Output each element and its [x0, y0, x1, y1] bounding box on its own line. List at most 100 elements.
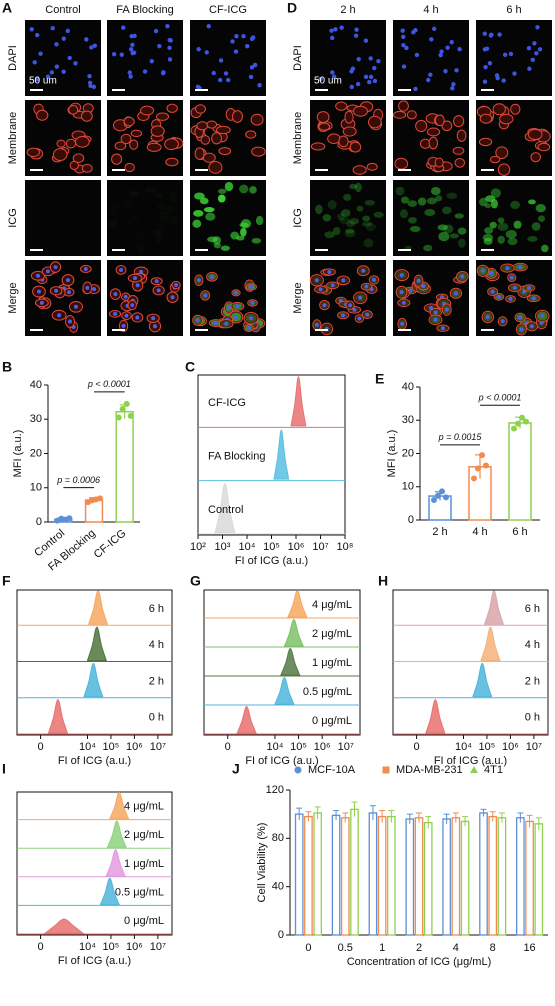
panel-letter: B [2, 359, 12, 375]
icg-signal [426, 197, 438, 205]
series-label: FA Blocking [208, 451, 265, 463]
cell-membrane [454, 157, 466, 168]
nucleus [226, 77, 231, 83]
icg-signal [513, 220, 522, 229]
nucleus [372, 65, 377, 71]
y-axis-label: MFI (a.u.) [386, 430, 398, 478]
series-label: 0 h [525, 712, 540, 724]
nucleus [449, 40, 454, 45]
nucleus [356, 57, 361, 62]
nucleus [252, 62, 258, 68]
column-label: 6 h [506, 4, 521, 16]
nucleus [333, 27, 338, 32]
icg-signal [446, 192, 458, 199]
icg-signal [442, 206, 452, 215]
nucleus [204, 50, 209, 55]
nucleus [318, 287, 323, 292]
nucleus [454, 68, 459, 73]
icg-signal [224, 181, 234, 192]
nucleus [460, 274, 465, 279]
x-tick-label: 10⁷ [150, 941, 166, 953]
nucleus [249, 65, 255, 70]
y-tick-label: 40 [402, 381, 414, 393]
bar [451, 817, 461, 936]
icg-signal [332, 227, 341, 236]
series-label: 2 h [149, 675, 164, 687]
icg-signal [251, 237, 262, 244]
nucleus [67, 55, 72, 61]
nucleus [65, 28, 70, 34]
histogram-curve [280, 647, 301, 676]
nucleus [213, 321, 218, 326]
nucleus [322, 303, 327, 308]
nucleus [482, 79, 488, 84]
nucleus [130, 42, 135, 48]
plot-frame [392, 589, 549, 736]
micrograph [393, 180, 469, 256]
micrograph [310, 20, 386, 96]
nucleus [167, 45, 172, 51]
icg-signal [220, 245, 230, 251]
icg-signal [510, 200, 520, 210]
icg-signal [134, 234, 142, 239]
icg-signal [349, 218, 360, 225]
bar [516, 817, 525, 936]
nucleus [496, 294, 501, 299]
nucleus [361, 268, 366, 273]
cell-membrane [114, 141, 127, 151]
data-point [435, 492, 441, 499]
nucleus [149, 59, 155, 64]
cell-membrane [530, 152, 542, 163]
x-axis-label: Concentration of ICG (μg/mL) [347, 956, 492, 968]
nucleus [329, 28, 334, 33]
histogram-curve [274, 676, 295, 705]
series-label: 4 μg/mL [124, 801, 164, 813]
cell-membrane [245, 130, 257, 139]
nucleus [508, 51, 514, 57]
icg-signal [249, 186, 257, 194]
icg-signal [361, 221, 373, 227]
cell-membrane [428, 136, 438, 150]
nucleus [36, 273, 41, 278]
nucleus [450, 86, 455, 91]
column-label: CF-ICG [209, 4, 247, 16]
nucleus [537, 47, 543, 52]
icg-signal [479, 197, 488, 207]
cell-membrane [129, 139, 139, 150]
histogram-curve [109, 791, 130, 820]
nucleus [45, 269, 50, 274]
cell-membrane [140, 105, 155, 116]
icg-signal [408, 216, 417, 224]
cell-membrane [499, 113, 514, 125]
icg-signal [417, 197, 427, 206]
nucleus [443, 68, 448, 74]
nucleus [540, 313, 545, 318]
series-label: Control [208, 504, 243, 516]
cell-membrane [453, 115, 465, 128]
row-label: Membrane [7, 112, 19, 165]
cell-membrane [165, 157, 179, 167]
nucleus [497, 32, 502, 37]
histogram-curve [87, 590, 109, 625]
nucleus [480, 268, 485, 273]
x-tick-label: 0 [414, 741, 420, 753]
cell-membrane [146, 142, 162, 152]
nucleus [358, 295, 363, 300]
cell-membrane [394, 157, 409, 170]
cell-membrane [352, 165, 367, 175]
icg-signal [170, 197, 180, 203]
bar [534, 823, 544, 936]
x-tick-label: 10⁴ [79, 741, 96, 753]
cell-membrane [200, 135, 211, 145]
icg-signal [449, 233, 459, 239]
cell-membrane [196, 121, 209, 131]
row-label: DAPI [7, 45, 19, 71]
bar [508, 422, 532, 521]
nucleus [357, 316, 362, 321]
icg-signal [193, 209, 204, 217]
icg-signal [339, 217, 351, 225]
nucleus [133, 276, 138, 281]
nucleus [235, 304, 240, 309]
nucleus [92, 43, 97, 48]
